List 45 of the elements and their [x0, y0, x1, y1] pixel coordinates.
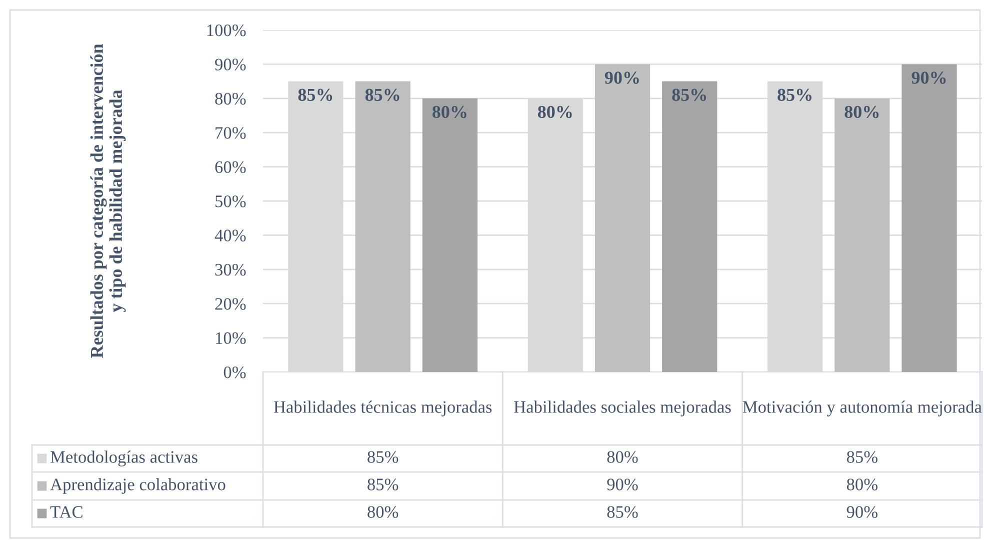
- bar: [422, 98, 478, 372]
- data-label: 85%: [368, 451, 398, 463]
- text: 80%: [538, 106, 572, 118]
- y-tick-label: 80%: [215, 92, 246, 105]
- data-label: 85%: [607, 506, 638, 518]
- text: 85%: [298, 88, 332, 102]
- bar: [662, 81, 718, 372]
- data-label: 90%: [846, 506, 878, 518]
- legend-label: Aprendizaje colaborativo: [50, 478, 226, 494]
- y-tick-label: 0%: [224, 366, 246, 378]
- text: 85%: [778, 88, 812, 102]
- y-tick-label: 50%: [216, 195, 246, 208]
- y-axis-title: Resultados por categoría de intervención y tipo de habilidad mejorada: [90, 44, 126, 358]
- text: 80%: [844, 106, 879, 118]
- y-tick-label: 60%: [215, 161, 246, 174]
- y-tick-label: 10%: [216, 332, 246, 344]
- y-tick-label: 70%: [216, 127, 246, 139]
- text: 90%: [604, 72, 639, 84]
- text: 85%: [672, 88, 706, 102]
- data-label: 90%: [607, 478, 638, 490]
- x-tick-label: Habilidades técnicas mejoradas: [274, 400, 492, 416]
- bar: [902, 64, 957, 372]
- text: 90%: [912, 72, 946, 84]
- bar: [594, 64, 650, 372]
- y-tick-label: 90%: [215, 58, 246, 70]
- x-tick-label: Habilidades sociales mejoradas: [514, 400, 731, 416]
- bar: [355, 81, 410, 372]
- x-tick-label: Motivación y autonomía mejorada: [742, 400, 982, 416]
- text: 85%: [365, 88, 400, 102]
- data-label: 80%: [368, 506, 398, 518]
- data-label: 85%: [846, 451, 878, 463]
- y-tick-label: 40%: [214, 230, 246, 242]
- data-label: 85%: [368, 478, 398, 490]
- legend-label: TAC: [50, 506, 82, 518]
- y-tick-label: 100%: [207, 24, 246, 36]
- bar: [834, 98, 890, 372]
- data-label: 80%: [846, 478, 878, 490]
- bar: [768, 81, 823, 372]
- y-tick-label: 30%: [215, 264, 246, 276]
- bar: [528, 98, 583, 372]
- legend-label: Metodologías activas: [50, 450, 198, 466]
- bar: [288, 81, 344, 372]
- text: 80%: [432, 106, 466, 118]
- data-label: 80%: [607, 451, 638, 463]
- y-tick-label: 20%: [215, 298, 246, 310]
